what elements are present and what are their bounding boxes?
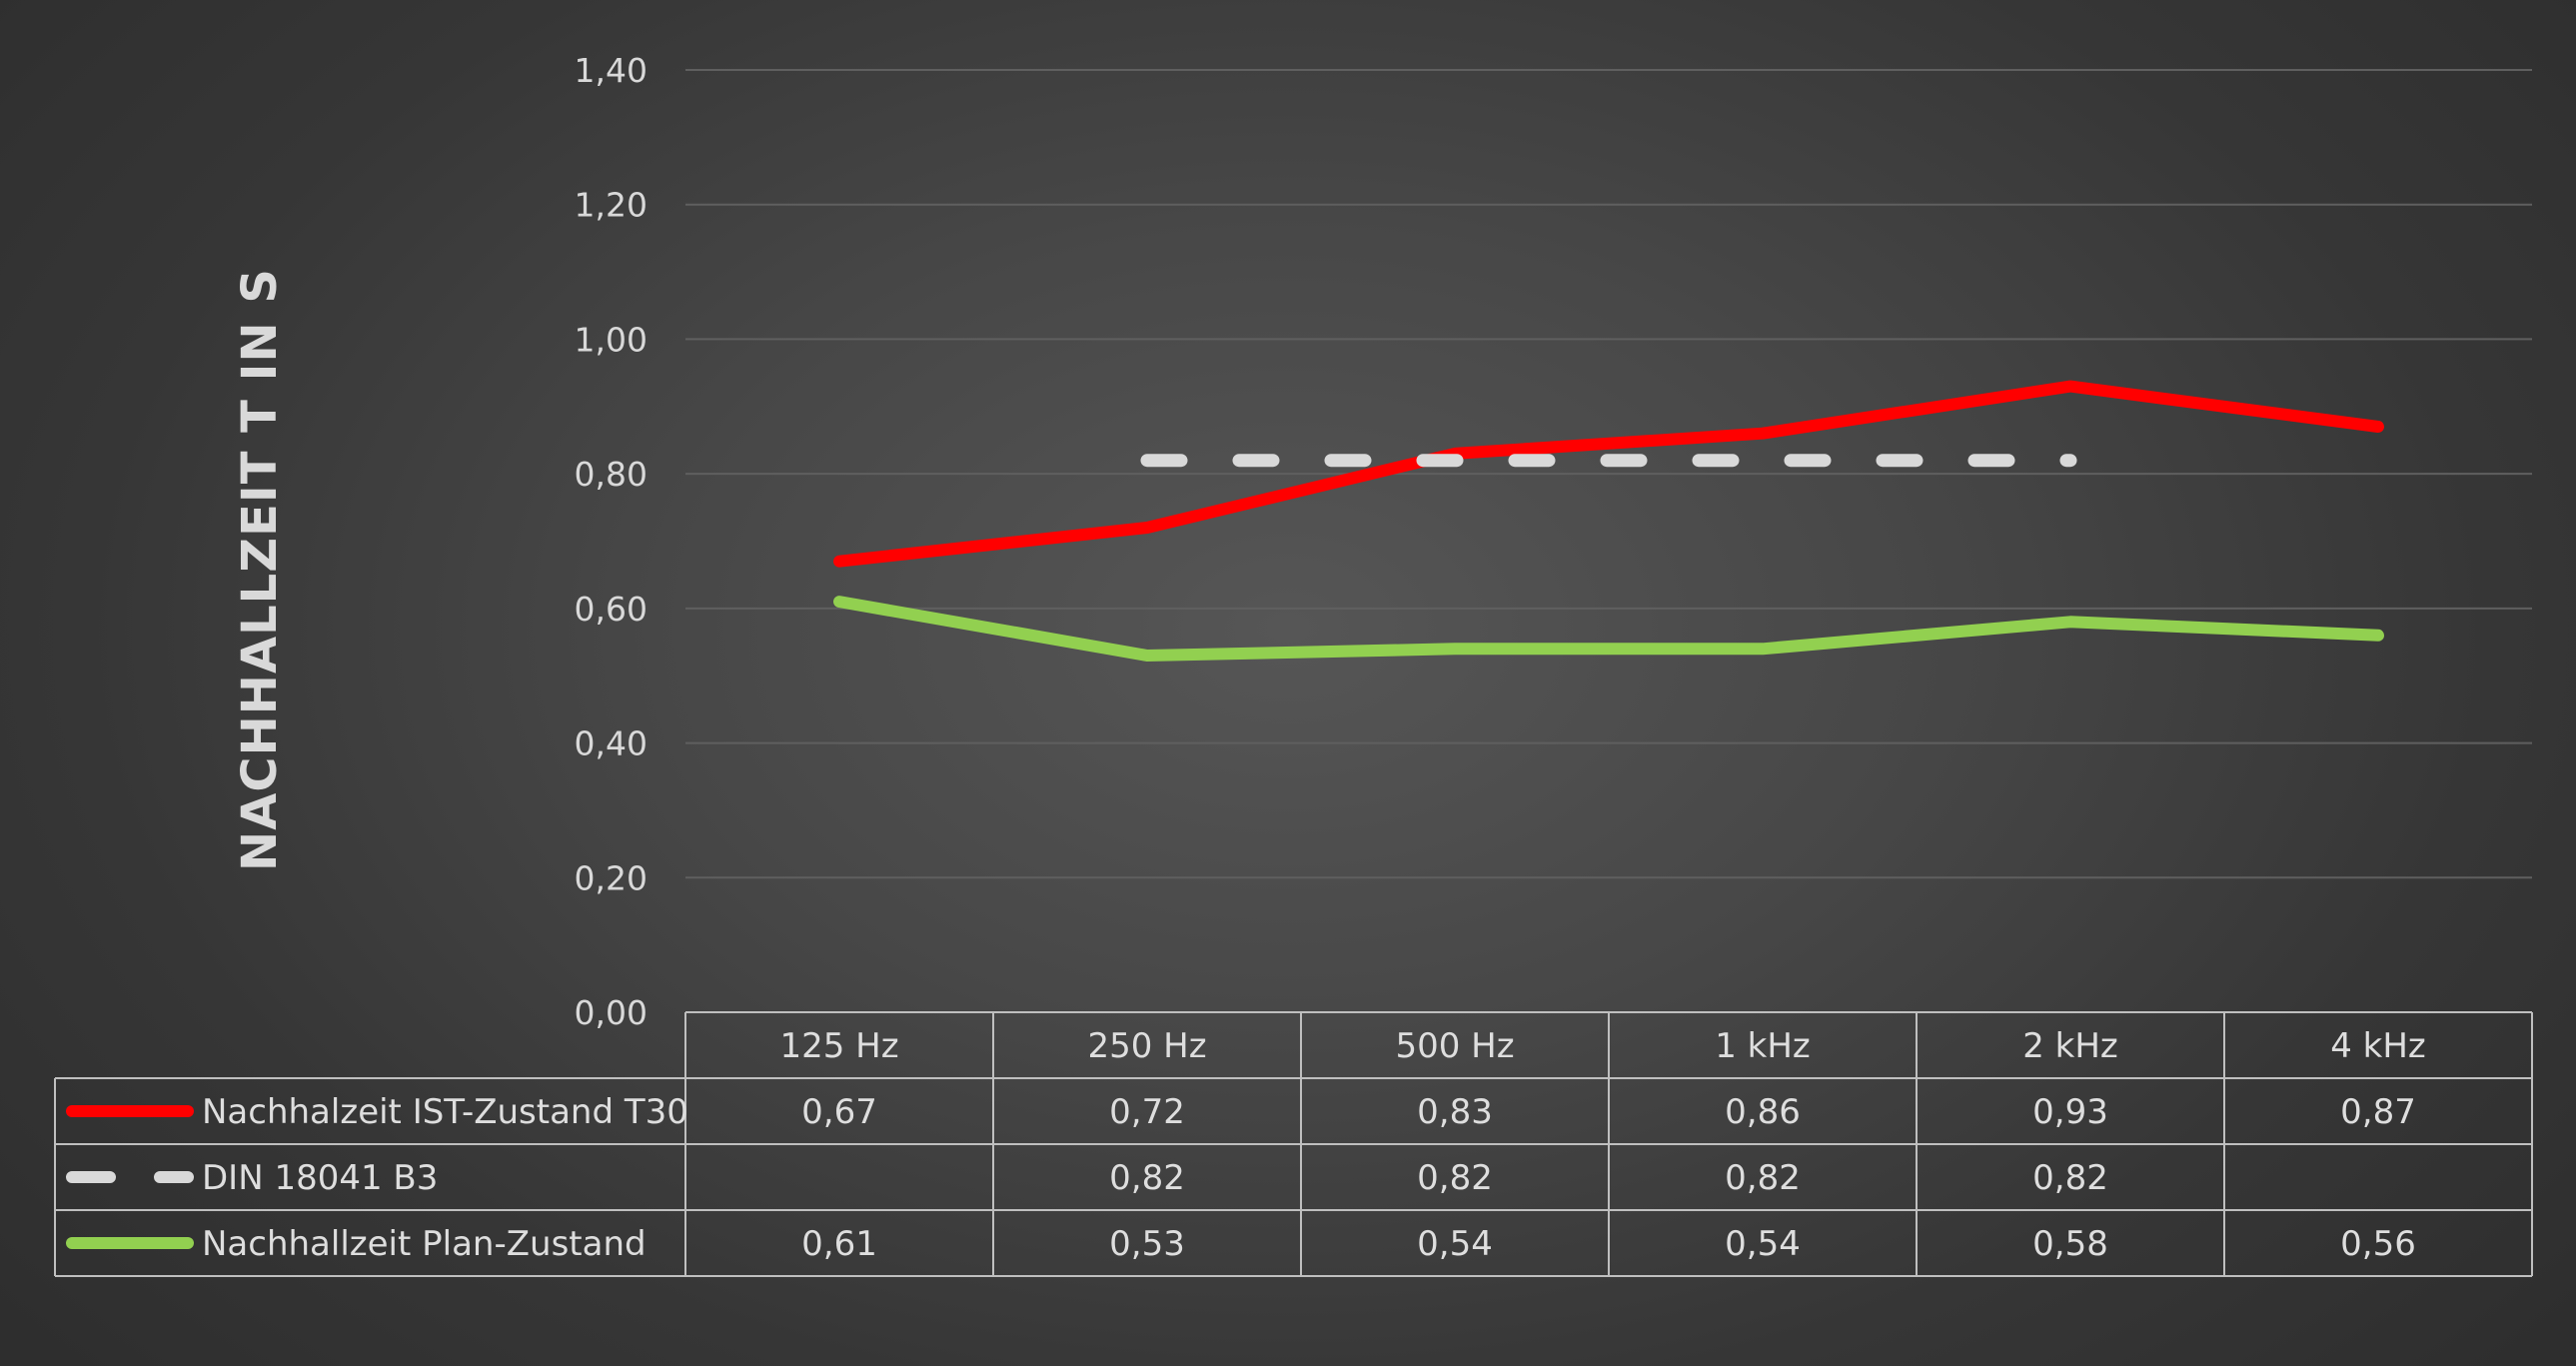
y-tick-label: 0,80 [575,455,647,494]
series-lines [833,380,2384,662]
data-label: 0,83 [1417,1092,1493,1132]
data-table: 125 Hz 250 Hz 500 Hz 1 kHz 2 kHz 4 kHz Nachhal… [54,1011,2533,1277]
x-tick-label: 125 Hz [779,1026,898,1066]
x-tick-label: 250 Hz [1087,1026,1206,1066]
data-label: 0,82 [1109,1158,1185,1198]
legend-entry: Nachhallzeit Plan-Zustand [202,1224,646,1264]
y-tick-label: 1,40 [575,51,647,90]
y-axis-ticks: 0,00 0,20 0,40 0,60 0,80 1,00 1,20 1,40 [575,51,647,1032]
y-tick-label: 1,20 [575,186,647,225]
data-label: 0,72 [1109,1092,1185,1132]
data-label: 0,86 [1725,1092,1801,1132]
series-line-0 [833,380,2384,568]
x-tick-label: 2 kHz [2022,1026,2118,1066]
y-axis-label: NACHHALLZEIT T IN S [232,268,288,871]
data-label: 0,54 [1725,1224,1801,1264]
data-label: 0,61 [801,1224,877,1264]
data-label: 0,67 [801,1092,877,1132]
y-tick-label: 0,20 [575,858,647,897]
y-tick-label: 0,40 [575,724,647,763]
x-tick-label: 1 kHz [1715,1026,1811,1066]
y-tick-label: 1,00 [575,320,647,359]
data-label: 0,82 [1417,1158,1493,1198]
legend-entry: DIN 18041 B3 [202,1158,438,1198]
x-tick-label: 500 Hz [1395,1026,1514,1066]
data-label: 0,87 [2340,1092,2416,1132]
data-label: 0,56 [2340,1224,2416,1264]
data-label: 0,82 [1725,1158,1801,1198]
data-label: 0,53 [1109,1224,1185,1264]
x-tick-label: 4 kHz [2330,1026,2426,1066]
data-label: 0,58 [2032,1224,2108,1264]
gridlines [685,69,2532,879]
data-label: 0,82 [2032,1158,2108,1198]
data-label: 0,93 [2032,1092,2108,1132]
series-line-2 [833,596,2384,662]
legend-entry: Nachhalzeit IST-Zustand T30 [202,1092,688,1132]
y-tick-label: 0,00 [575,993,647,1032]
data-label: 0,54 [1417,1224,1493,1264]
y-tick-label: 0,60 [575,590,647,629]
